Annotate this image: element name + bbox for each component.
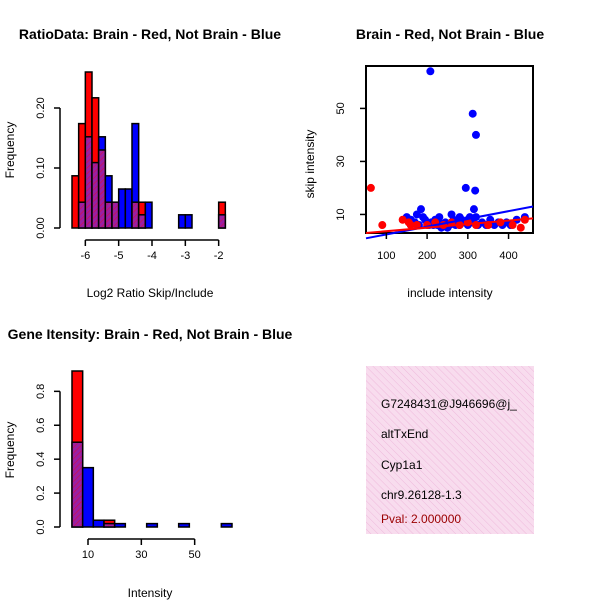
ratio-bar-overlap-hatch [133, 203, 138, 227]
scatter-point-brain [516, 223, 525, 232]
ratio-bar-notbrain [144, 201, 153, 229]
ratio-y-tick-label: 0.00 [35, 217, 47, 238]
ratio-bars [71, 71, 227, 229]
info-location: chr9.26128-1.3 [381, 488, 462, 502]
scatter-fit-brain [365, 217, 534, 234]
ratio-bar-notbrain [117, 188, 127, 229]
scatter-content: 100 200 300 400 10 30 50 [335, 65, 534, 262]
intensity-histogram: Gene Itensity: Brain - Red, Not Brain - … [3, 326, 293, 600]
info-gene: Cyp1a1 [381, 458, 423, 472]
ratio-histogram: RatioData: Brain - Red, Not Brain - Blue… [3, 26, 281, 300]
ratio-xlabel: Log2 Ratio Skip/Include [87, 286, 214, 300]
info-hatch [366, 366, 534, 534]
scatter-point-brain [398, 215, 407, 224]
intensity-bar-notbrain [145, 522, 159, 528]
ratio-title: RatioData: Brain - Red, Not Brain - Blue [19, 26, 281, 42]
ratio-x-tick-label: -5 [114, 250, 124, 262]
scatter-point-notbrain [468, 109, 477, 118]
scatter-point-brain [406, 221, 415, 230]
ratio-x-tick-label: -4 [147, 250, 157, 262]
scatter-x-tick-label: 200 [418, 250, 436, 262]
ratio-bar-overlap-hatch [99, 151, 105, 227]
scatter-point-notbrain [416, 205, 425, 214]
scatter-point-notbrain [461, 183, 470, 192]
scatter-x-tick-label: 400 [499, 250, 517, 262]
ratio-bar-overlap-hatch [139, 215, 145, 227]
intensity-bar-notbrain [92, 519, 105, 528]
scatter-plot: Brain - Red, Not Brain - Blue 100 200 300 4… [303, 26, 544, 300]
scatter-xlabel: include intensity [407, 286, 492, 300]
intensity-bar-notbrain [220, 522, 233, 528]
intensity-bar-overlap-hatch [105, 524, 114, 526]
scatter-x-tick-label: 100 [377, 250, 395, 262]
scatter-point-brain [366, 183, 375, 192]
intensity-bars [71, 370, 233, 528]
intensity-y-tick-label: 0.8 [35, 384, 47, 399]
ratio-bar-notbrain [184, 214, 193, 229]
ratio-bar-overlap-hatch [219, 215, 225, 227]
scatter-frame [365, 65, 534, 234]
scatter-x-tick-label: 300 [459, 250, 477, 262]
scatter-point-notbrain [426, 67, 435, 76]
scatter-ylabel: skip intensity [303, 130, 317, 199]
scatter-point-brain [412, 221, 421, 230]
scatter-point-notbrain [447, 210, 456, 219]
intensity-bar-notbrain [81, 466, 95, 528]
intensity-ylabel: Frequency [3, 422, 17, 479]
scatter-y-tick-label: 50 [335, 102, 347, 114]
ratio-bar-overlap-hatch [86, 137, 91, 227]
ratio-x-tick-label: -2 [214, 250, 224, 262]
info-panel: G7248431@J946696@j_ altTxEnd Cyp1a1 chr9… [366, 366, 534, 534]
ratio-x-tick-label: -6 [80, 250, 90, 262]
ratio-bar-overlap-hatch [93, 163, 98, 227]
intensity-axes: 10 30 50 0.0 0.2 0.4 0.6 0.8 [35, 384, 201, 561]
intensity-xlabel: Intensity [128, 586, 173, 600]
ratio-bar-overlap-hatch [79, 203, 85, 227]
scatter-point-notbrain [471, 130, 480, 139]
scatter-point-notbrain [469, 205, 478, 214]
info-id: G7248431@J946696@j_ [381, 397, 517, 411]
intensity-x-tick-label: 50 [189, 549, 201, 561]
scatter-fit-notbrain [365, 205, 534, 240]
ratio-bar-overlap-hatch [113, 203, 118, 227]
intensity-bar-notbrain [177, 522, 191, 528]
ratio-bar-notbrain [124, 188, 133, 229]
intensity-x-tick-label: 30 [135, 549, 147, 561]
ratio-bar-notbrain [177, 214, 187, 229]
intensity-x-tick-label: 10 [82, 549, 94, 561]
intensity-bar-overlap-hatch [73, 443, 82, 526]
intensity-y-tick-label: 0.4 [35, 452, 47, 467]
scatter-title: Brain - Red, Not Brain - Blue [356, 26, 544, 42]
ratio-bar-overlap-hatch [106, 203, 111, 227]
intensity-y-tick-label: 0.6 [35, 418, 47, 433]
info-pval: Pval: 2.000000 [381, 512, 461, 526]
info-event-type: altTxEnd [381, 427, 428, 441]
ratio-y-tick-label: 0.20 [35, 97, 47, 118]
ratio-ylabel: Frequency [3, 122, 17, 179]
intensity-bar-notbrain [113, 522, 127, 528]
intensity-title: Gene Itensity: Brain - Red, Not Brain - … [8, 326, 293, 342]
intensity-y-tick-label: 0.2 [35, 485, 47, 500]
ratio-y-tick-label: 0.10 [35, 157, 47, 178]
scatter-point-notbrain [471, 186, 480, 195]
scatter-point-brain [508, 221, 517, 230]
scatter-point-brain [378, 221, 387, 230]
scatter-y-tick-label: 10 [335, 208, 347, 220]
ratio-x-tick-label: -3 [180, 250, 190, 262]
ratio-axes: -6 -5 -4 -3 -2 0.00 0.10 0.20 [35, 97, 224, 262]
scatter-y-tick-label: 30 [335, 155, 347, 167]
ratio-bar-brain [71, 175, 80, 229]
intensity-y-tick-label: 0.0 [35, 519, 47, 534]
